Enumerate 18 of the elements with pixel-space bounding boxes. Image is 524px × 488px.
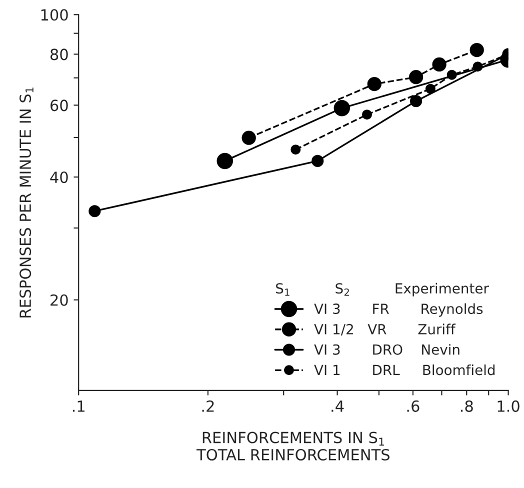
x-tick-label: .1	[72, 400, 84, 412]
y-axis-title: RESPONSES PER MINUTE IN S$_{1}$	[20, 88, 34, 318]
y-tick-label: 20	[50, 294, 68, 306]
x-tick-label: .8	[460, 400, 473, 412]
legend-label: VI 1/2 VR Zuriff	[314, 324, 456, 336]
text: S$_{1}$ S$_{2}$ Experimenter	[276, 282, 489, 296]
y-tick-label: 40	[50, 171, 68, 184]
y-tick-label: 60	[50, 100, 68, 112]
y-tick-label: 100	[41, 9, 68, 21]
x-tick-label: .6	[407, 400, 420, 412]
x-tick-label: 1.0	[498, 400, 520, 412]
x-tick-label: .4	[332, 400, 344, 412]
legend-label: VI 3 FR Reynolds	[314, 303, 483, 317]
legend-label: VI 3 DRO Nevin	[314, 344, 460, 355]
y-tick-label: 80	[50, 48, 68, 60]
legend-label: VI 1 DRL Bloomfield	[314, 364, 495, 376]
x-axis-title: REINFORCEMENTS IN S$_{1}$ TOTAL REINFORCEMENTS	[196, 432, 390, 461]
x-tick-label: .2	[202, 400, 214, 412]
